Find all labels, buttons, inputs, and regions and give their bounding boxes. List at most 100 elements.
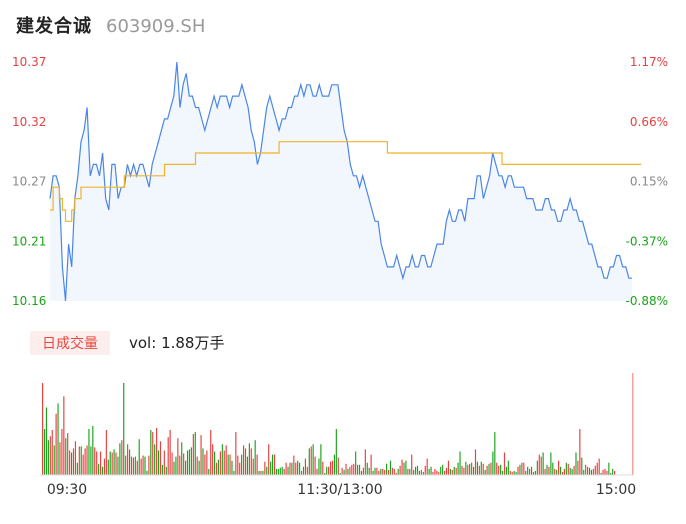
- volume-bar: [279, 467, 281, 475]
- volume-bar: [411, 454, 413, 475]
- volume-bar: [548, 466, 550, 475]
- volume-bar: [484, 469, 486, 475]
- volume-bar: [426, 458, 428, 475]
- volume-bar: [190, 447, 192, 475]
- volume-bar: [585, 464, 587, 475]
- volume-bar: [134, 456, 136, 475]
- volume-bar: [409, 468, 411, 475]
- volume-bar: [229, 454, 231, 475]
- volume-bar: [583, 469, 585, 475]
- volume-bar: [287, 466, 289, 475]
- volume-tab[interactable]: 日成交量: [30, 331, 110, 355]
- volume-bar: [63, 396, 65, 475]
- volume-bar: [474, 449, 477, 475]
- y-tick-left: 10.27: [12, 175, 46, 189]
- volume-bar: [341, 467, 343, 475]
- volume-bar: [476, 461, 479, 475]
- volume-bar: [374, 467, 376, 475]
- volume-bar: [573, 465, 575, 475]
- volume-bar: [376, 467, 378, 475]
- volume-bar: [503, 452, 506, 475]
- volume-bar: [420, 469, 422, 475]
- volume-bar: [463, 467, 465, 475]
- volume-bar: [173, 461, 175, 475]
- volume-bar: [163, 450, 165, 475]
- volume-bar: [525, 470, 527, 475]
- volume-bar: [86, 445, 88, 475]
- volume-bar: [457, 462, 459, 475]
- volume-bar: [530, 466, 533, 475]
- volume-bar: [302, 466, 305, 475]
- volume-bar: [78, 446, 80, 475]
- volume-bar: [140, 458, 142, 475]
- x-tick-label: 15:00: [596, 482, 636, 498]
- volume-bar: [198, 460, 200, 475]
- volume-bar: [266, 466, 268, 475]
- volume-label: vol:: [129, 334, 157, 352]
- volume-bar: [227, 454, 229, 475]
- volume-bar: [119, 443, 121, 475]
- volume-bar: [546, 464, 548, 475]
- volume-bar: [212, 444, 214, 475]
- volume-bar: [65, 438, 67, 475]
- volume-bar: [544, 468, 546, 475]
- price-lines: [49, 61, 642, 302]
- volume-bar: [94, 447, 96, 475]
- volume-bar: [538, 454, 540, 475]
- volume-bar: [598, 458, 600, 475]
- volume-bar: [308, 448, 310, 475]
- volume-bar: [271, 454, 274, 475]
- volume-bar: [536, 460, 538, 475]
- volume-bar: [82, 454, 84, 475]
- volume-bar: [127, 444, 129, 475]
- volume-bar: [202, 448, 204, 475]
- volume-bar: [57, 403, 59, 475]
- volume-bar: [69, 450, 71, 475]
- volume-bar: [90, 446, 92, 475]
- volume-bar: [384, 469, 386, 475]
- volume-bar: [393, 468, 395, 475]
- volume-bar: [550, 452, 552, 475]
- volume-bar: [521, 462, 523, 475]
- y-tick-right: 0.15%: [630, 175, 668, 189]
- volume-bar: [61, 429, 63, 475]
- volume-bar: [561, 471, 564, 475]
- volume-bar: [84, 448, 86, 475]
- volume-bar: [225, 445, 227, 475]
- volume-bar: [152, 432, 154, 475]
- volume-bar: [380, 468, 382, 475]
- volume-bar: [111, 452, 113, 475]
- volume-bar: [610, 473, 612, 475]
- volume-bar: [440, 466, 442, 475]
- volume-bar: [233, 470, 235, 475]
- y-tick-left: 10.16: [12, 294, 46, 308]
- volume-bar: [351, 464, 353, 475]
- volume-bar: [515, 471, 517, 475]
- volume-bar: [167, 437, 169, 475]
- volume-bar: [382, 468, 384, 475]
- volume-bars: [40, 373, 634, 476]
- volume-bar: [415, 466, 417, 475]
- volume-bar: [614, 470, 616, 475]
- volume-bar: [223, 450, 225, 475]
- volume-bar: [92, 425, 94, 475]
- volume-bar: [183, 453, 185, 475]
- volume-bar: [527, 466, 529, 475]
- volume-bar: [542, 452, 544, 475]
- volume-bar: [285, 462, 287, 475]
- volume-bar: [208, 468, 210, 475]
- volume-bar: [465, 461, 467, 475]
- volume-bar: [42, 383, 44, 475]
- volume-bar: [157, 450, 160, 475]
- volume-bar: [215, 462, 218, 475]
- volume-value: 1.88万手: [161, 334, 225, 352]
- volume-bar: [596, 462, 598, 475]
- volume-bar: [196, 456, 198, 475]
- volume-bar: [529, 468, 531, 475]
- volume-bar: [507, 460, 509, 475]
- y-tick-left: 10.32: [12, 115, 46, 129]
- volume-bar: [397, 468, 399, 475]
- volume-bar: [422, 471, 424, 475]
- y-tick-left: 10.37: [12, 55, 46, 69]
